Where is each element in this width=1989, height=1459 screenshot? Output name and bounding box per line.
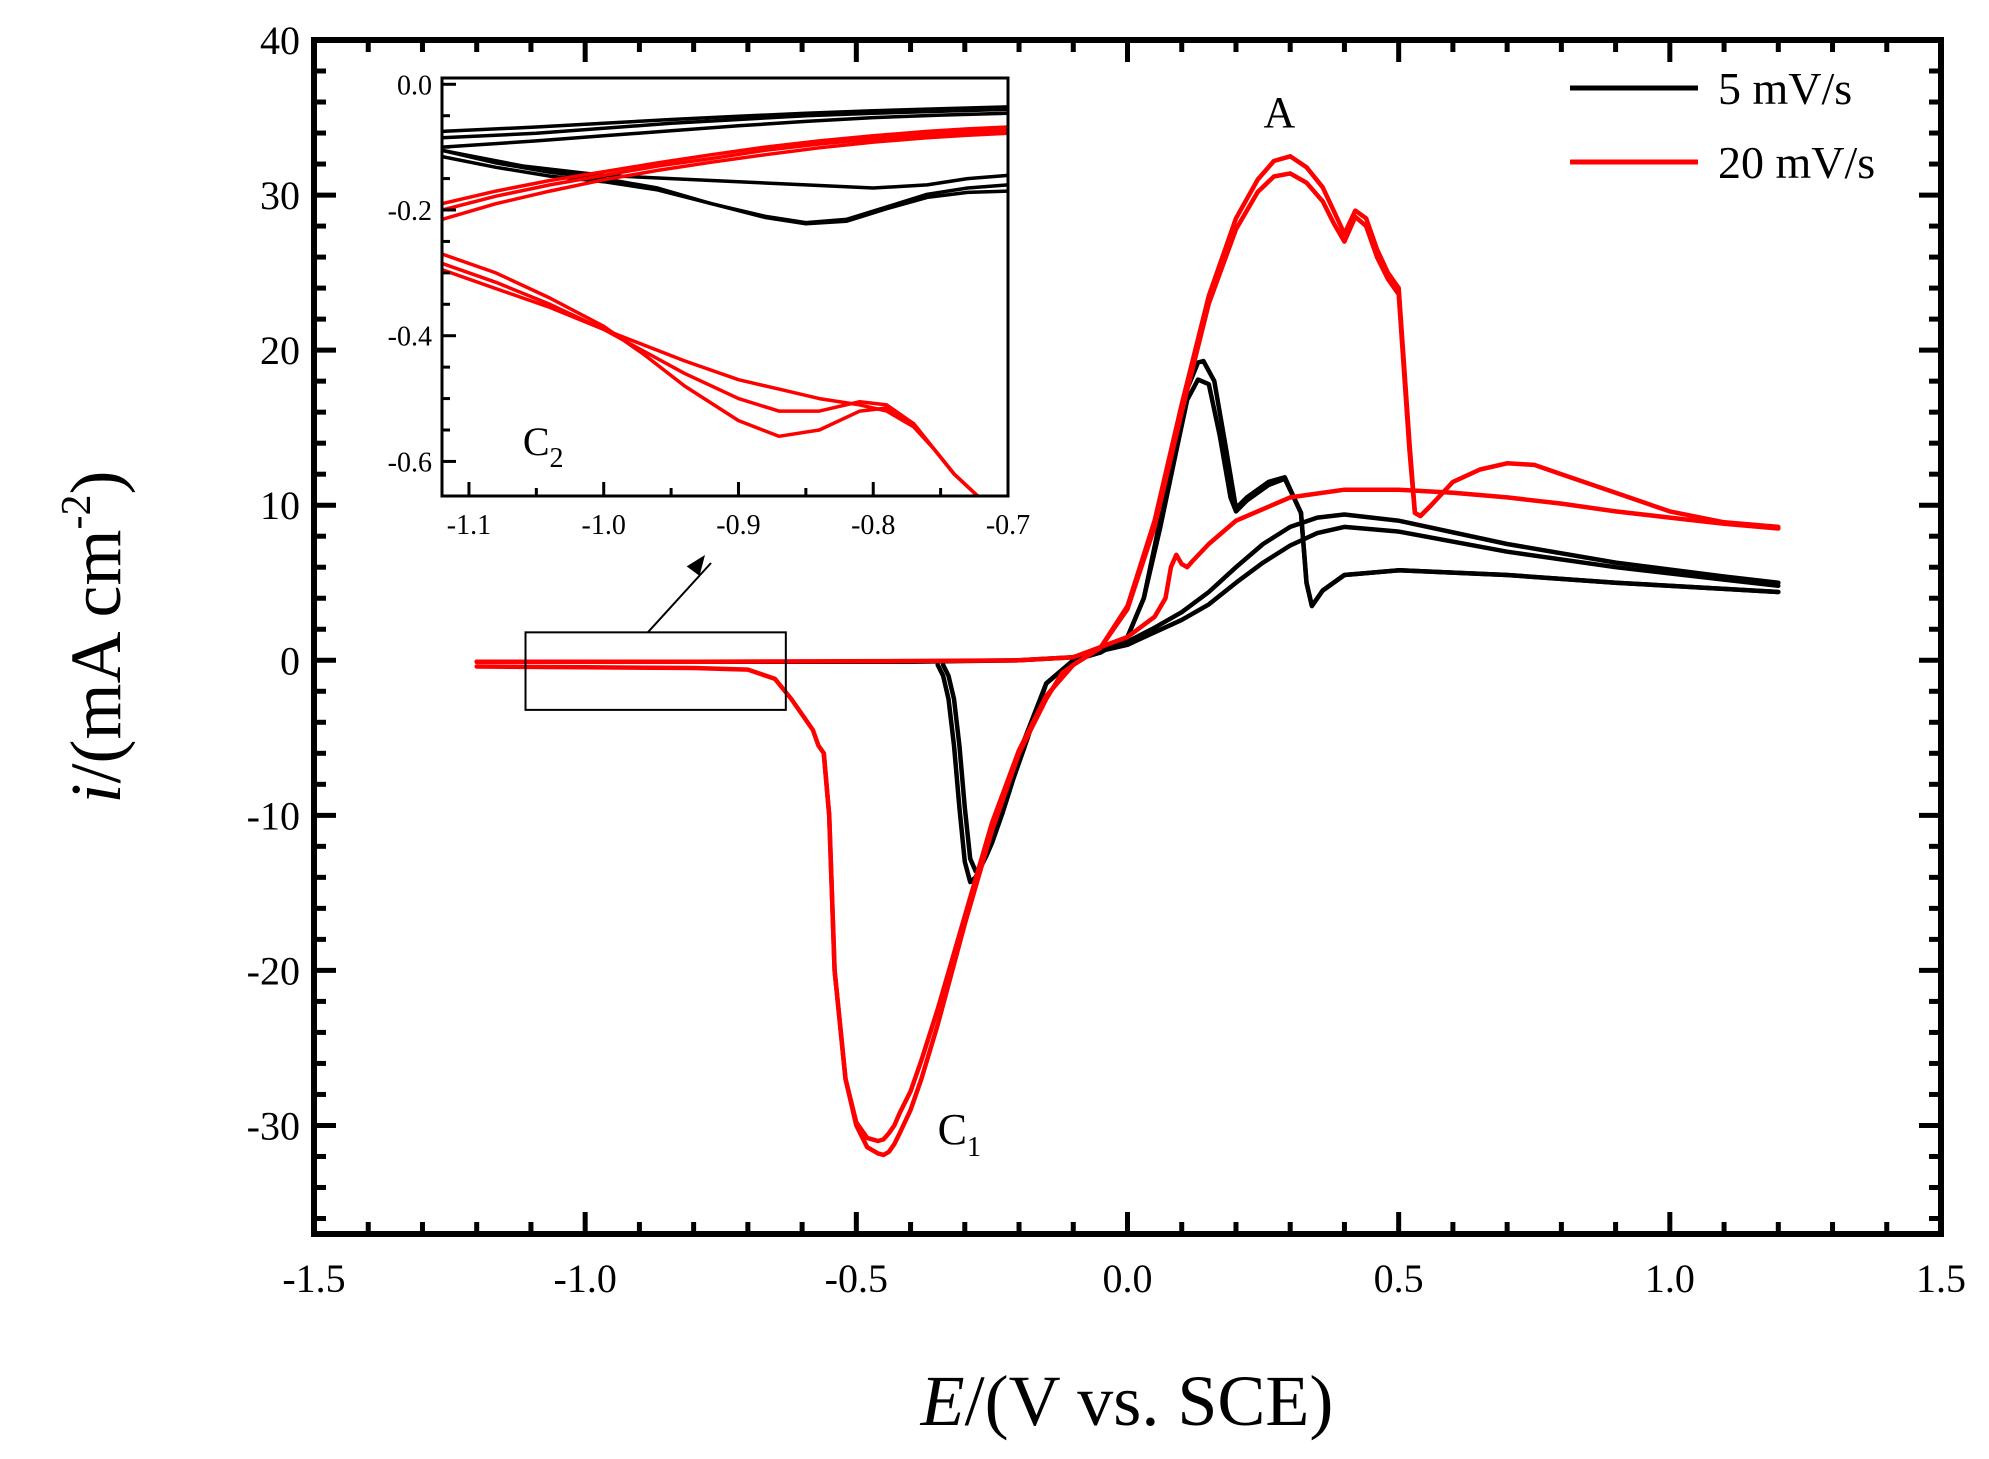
y-tick-label: 10 bbox=[260, 483, 300, 528]
inset-x-tick-label: -1.0 bbox=[582, 510, 626, 541]
inset-series-1-cycle-1 bbox=[442, 131, 1008, 222]
x-tick-label: 1.5 bbox=[1916, 1256, 1966, 1301]
legend-label-5mvs: 5 mV/s bbox=[1718, 63, 1852, 114]
y-axis-title: i/(mA cm-2) bbox=[54, 471, 136, 804]
peak-label-c2-letter: C bbox=[523, 419, 550, 464]
main-plot-curves bbox=[474, 154, 1781, 1158]
inset-series-0-cycle-0 bbox=[442, 107, 1008, 140]
y-tick-label: -30 bbox=[247, 1103, 300, 1148]
y-tick-label: -20 bbox=[247, 948, 300, 993]
inset-x-tick-label: -0.8 bbox=[851, 510, 895, 541]
y-tick-label: 20 bbox=[260, 328, 300, 373]
y-axis-exponent: -2 bbox=[54, 495, 100, 530]
x-tick-label: -0.5 bbox=[825, 1256, 888, 1301]
x-tick-label: -1.0 bbox=[554, 1256, 617, 1301]
x-tick-label: 1.0 bbox=[1645, 1256, 1695, 1301]
inset-frame bbox=[440, 76, 1010, 498]
inset-x-tick-label: -0.7 bbox=[986, 510, 1030, 541]
peak-label-a: A bbox=[1263, 88, 1295, 137]
inset-plot: -1.1 -1.0 -0.9 -0.8 -0.7 0.0 -0.2 -0.4 -0.6 C2 bbox=[388, 70, 1030, 541]
inset-tick-labels: -1.1 -1.0 -0.9 -0.8 -0.7 0.0 -0.2 -0.4 -0.6 bbox=[388, 70, 1030, 541]
inset-series-1-cycle-5 bbox=[442, 267, 981, 496]
y-tick-label: 40 bbox=[260, 18, 300, 63]
inset-series-1-cycle-0 bbox=[442, 128, 1008, 212]
main-tick-labels: -1.5 -1.0 -0.5 0.0 0.5 1.0 1.5 -30 -20 -10 0 10 20 30… bbox=[247, 18, 1966, 1301]
x-axis-symbol: E bbox=[920, 1361, 965, 1441]
x-tick-label: 0.5 bbox=[1374, 1256, 1424, 1301]
legend: 5 mV/s 20 mV/s bbox=[1570, 63, 1875, 188]
y-axis-unit: /(mA cm bbox=[56, 530, 136, 784]
series-0-cycle-3 bbox=[1071, 512, 1781, 660]
series-1-cycle-1 bbox=[821, 171, 1434, 1144]
x-tick-label: 0.0 bbox=[1103, 1256, 1153, 1301]
series-1-cycle-2 bbox=[474, 487, 1781, 665]
zoom-arrow bbox=[647, 555, 712, 634]
peak-label-c1-subscript: 1 bbox=[967, 1132, 981, 1163]
y-tick-label: -10 bbox=[247, 793, 300, 838]
x-tick-label: -1.5 bbox=[282, 1256, 345, 1301]
inset-axis-ticks bbox=[442, 82, 1010, 496]
y-axis-symbol: i bbox=[56, 783, 136, 803]
peak-label-c2: C2 bbox=[523, 419, 564, 474]
x-axis-title: E/(V vs. SCE) bbox=[920, 1361, 1334, 1441]
y-tick-label: 0 bbox=[280, 638, 300, 683]
inset-y-tick-label: 0.0 bbox=[397, 70, 432, 101]
inset-y-tick-label: -0.6 bbox=[388, 447, 432, 478]
inset-curves bbox=[442, 105, 1008, 496]
inset-series-0-cycle-5 bbox=[442, 148, 1008, 190]
peak-label-c1-letter: C bbox=[938, 1105, 967, 1154]
series-0-cycle-0 bbox=[935, 358, 1781, 885]
inset-series-0-cycle-2 bbox=[442, 111, 1008, 149]
inset-series-1-cycle-2 bbox=[442, 125, 1008, 206]
inset-x-tick-label: -0.9 bbox=[716, 510, 760, 541]
inset-series-0-cycle-4 bbox=[442, 154, 1008, 226]
y-tick-label: 30 bbox=[260, 173, 300, 218]
inset-series-0-cycle-1 bbox=[442, 105, 1008, 134]
y-axis-close-paren: ) bbox=[56, 471, 136, 495]
peak-label-c1: C1 bbox=[938, 1105, 981, 1163]
inset-y-tick-label: -0.2 bbox=[388, 196, 432, 227]
zoom-box bbox=[524, 631, 787, 711]
inset-x-tick-label: -1.1 bbox=[447, 510, 491, 541]
x-axis-unit: /(V vs. SCE) bbox=[965, 1361, 1334, 1441]
inset-y-tick-label: -0.4 bbox=[388, 322, 432, 353]
main-axis-ticks bbox=[311, 37, 1944, 1234]
legend-label-20mvs: 20 mV/s bbox=[1718, 137, 1875, 188]
peak-label-c2-subscript: 2 bbox=[550, 443, 564, 474]
series-0-cycle-1 bbox=[940, 377, 1781, 874]
